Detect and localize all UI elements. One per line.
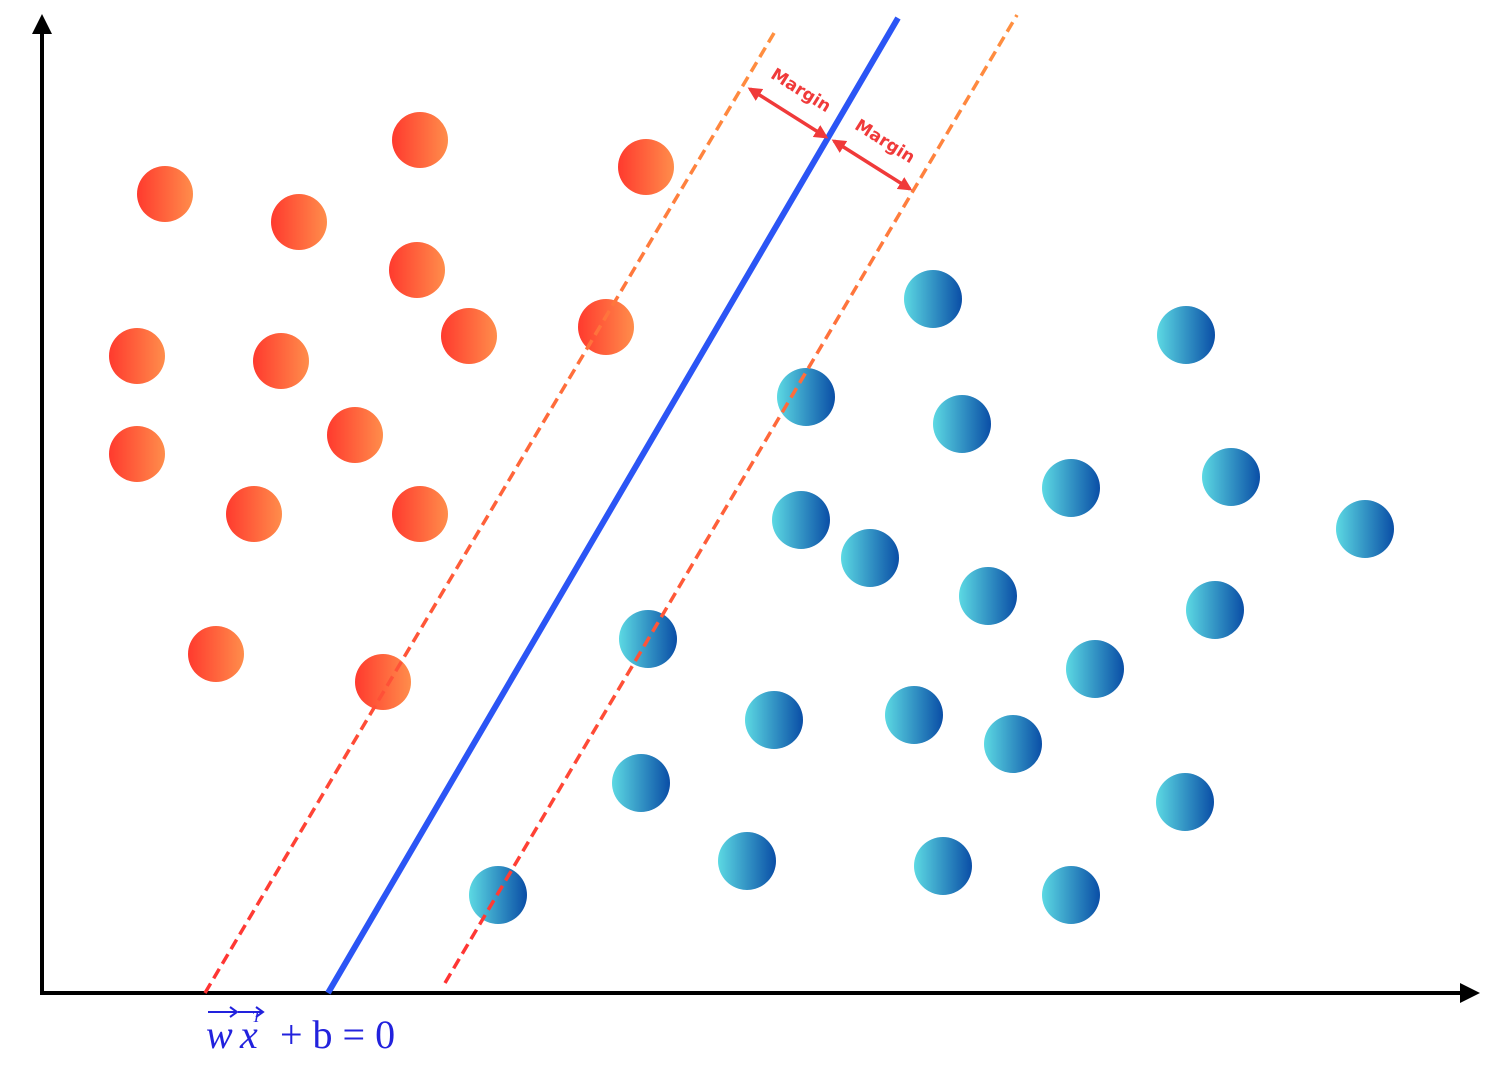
class-b-point: [718, 832, 776, 890]
class-b-point: [1157, 306, 1215, 364]
class-b-point: [914, 837, 972, 895]
decision-boundary: [325, 16, 901, 995]
class-b-point: [904, 270, 962, 328]
class-a-point: [253, 333, 309, 389]
class-b-point: [1042, 459, 1100, 517]
class-b-point: [1202, 448, 1260, 506]
class-b-point: [933, 395, 991, 453]
class-a-point: [392, 112, 448, 168]
class-a-point: [327, 407, 383, 463]
margin-arrow: [747, 87, 829, 139]
class-b-point: [777, 368, 835, 426]
equation-w: w: [206, 1012, 233, 1057]
class-b-point: [1186, 581, 1244, 639]
class-a-point: [109, 328, 165, 384]
class-b-point: [772, 491, 830, 549]
margin-label: Margin: [767, 65, 834, 117]
margin-boundary: [203, 27, 779, 994]
class-a-point: [389, 242, 445, 298]
equation: w x T + b = 0: [206, 1006, 395, 1057]
class-b-point: [1066, 640, 1124, 698]
vector-arrow: [255, 1006, 265, 1018]
equation-x: x: [239, 1012, 258, 1057]
class-b-point: [1336, 500, 1394, 558]
class-a-point: [188, 626, 244, 682]
class-a-point: [137, 166, 193, 222]
vector-arrow: [229, 1006, 239, 1018]
class-b-point: [1156, 773, 1214, 831]
class-a-point: [618, 139, 674, 195]
class-a-point: [109, 426, 165, 482]
class-a-point: [441, 308, 497, 364]
class-a-point: [271, 194, 327, 250]
margin-arrow: [831, 139, 913, 191]
equation-superscript: T: [252, 1009, 262, 1026]
class-a-point: [355, 654, 411, 710]
class-a-point: [226, 486, 282, 542]
class-b-point: [984, 715, 1042, 773]
class-b-point: [612, 754, 670, 812]
class-b-point: [1042, 866, 1100, 924]
class-a-point: [392, 486, 448, 542]
class-b-point: [959, 567, 1017, 625]
data-points: [109, 112, 1394, 924]
class-b-point: [841, 529, 899, 587]
class-b-point: [745, 691, 803, 749]
class-b-point: [885, 686, 943, 744]
margin-boundary: [443, 14, 1019, 984]
equation-rest: + b = 0: [280, 1012, 395, 1057]
